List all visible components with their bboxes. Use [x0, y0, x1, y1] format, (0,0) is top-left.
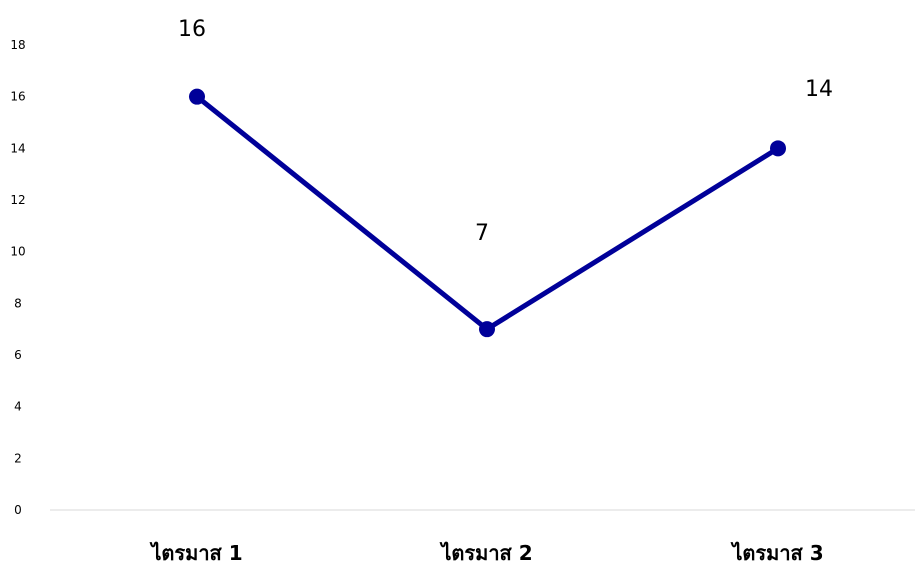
x-tick-label: ไตรมาส 1: [149, 541, 242, 565]
y-tick-label: 2: [14, 451, 22, 465]
y-tick-label: 14: [10, 141, 25, 155]
x-tick-label: ไตรมาส 2: [439, 541, 532, 565]
data-labels: 16 7 14: [178, 17, 833, 246]
y-tick-label: 4: [14, 400, 22, 414]
series-group: 16 7 14: [178, 17, 833, 338]
y-tick-label: 0: [14, 503, 22, 517]
y-tick-label: 12: [10, 193, 25, 207]
x-tick-label: ไตรมาส 3: [730, 541, 823, 565]
y-axis-tick-labels: 0 2 4 6 8 10 12 14 16 18: [10, 38, 25, 517]
y-tick-label: 18: [10, 38, 25, 52]
data-label: 16: [178, 17, 206, 42]
data-point: [189, 88, 205, 105]
data-label: 7: [475, 221, 489, 246]
y-tick-label: 6: [14, 348, 22, 362]
data-label: 14: [805, 77, 833, 102]
y-tick-label: 10: [10, 245, 25, 259]
series-line: [195, 94, 780, 332]
data-point: [479, 321, 495, 338]
series-points: [189, 88, 786, 338]
y-tick-label: 8: [14, 296, 22, 310]
y-tick-label: 16: [10, 90, 25, 104]
x-axis-tick-labels: ไตรมาส 1 ไตรมาส 2 ไตรมาส 3: [149, 541, 823, 565]
data-point: [770, 140, 786, 157]
